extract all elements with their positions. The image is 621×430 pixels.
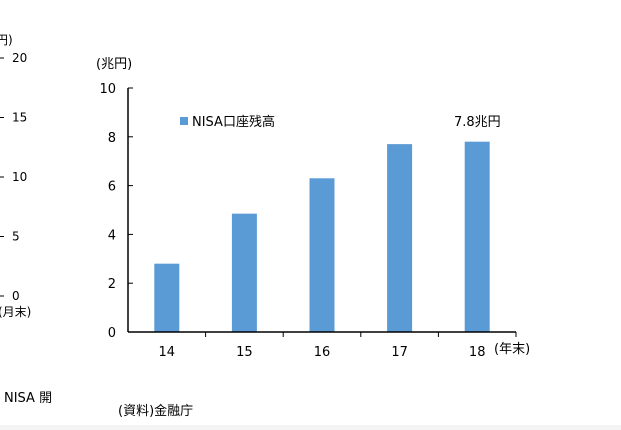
left-chart-tick-label: 20 <box>12 51 27 65</box>
bar-16 <box>309 178 335 332</box>
x-axis-ticks: 14 15 16 17 18 <box>159 332 517 360</box>
left-chart-tick-label: 15 <box>12 111 27 125</box>
background-strip <box>0 425 621 430</box>
y-tick-label: 0 <box>108 326 116 341</box>
left-chart-bottom-unit: (月末) <box>0 305 31 319</box>
bar-14 <box>154 263 180 332</box>
left-chart-tick-label: 10 <box>12 170 27 184</box>
left-chart-note: NISA 開 <box>4 391 53 406</box>
left-chart-ticks: 20 15 10 5 0 <box>0 51 27 303</box>
x-axis-unit-label: (年末) <box>494 342 530 357</box>
y-tick-label: 2 <box>108 277 116 292</box>
y-tick-label: 10 <box>99 82 116 97</box>
y-tick-label: 8 <box>108 131 116 146</box>
x-tick-label: 16 <box>314 345 331 360</box>
value-annotation: 7.8兆円 <box>454 115 501 130</box>
legend-swatch <box>180 117 188 125</box>
bar-17 <box>387 144 413 332</box>
legend-label: NISA口座残高 <box>192 114 275 130</box>
x-tick-label: 15 <box>236 345 253 360</box>
bar-18 <box>464 141 490 332</box>
x-tick-label: 14 <box>159 345 176 360</box>
y-axis-ticks: 0 2 4 6 8 10 <box>99 82 133 341</box>
source-note: (資料)金融庁 <box>118 404 194 419</box>
y-axis-unit-label: (兆円) <box>96 57 132 72</box>
y-tick-label: 4 <box>108 228 116 243</box>
bar-15 <box>231 213 257 332</box>
left-chart-unit-label: 円) <box>0 33 13 47</box>
x-tick-label: 17 <box>391 345 408 360</box>
y-tick-label: 6 <box>108 180 116 195</box>
bar-series <box>154 141 490 332</box>
left-chart-tick-label: 5 <box>12 230 20 244</box>
x-tick-label: 18 <box>469 345 486 360</box>
left-chart-tick-label: 0 <box>12 289 20 303</box>
